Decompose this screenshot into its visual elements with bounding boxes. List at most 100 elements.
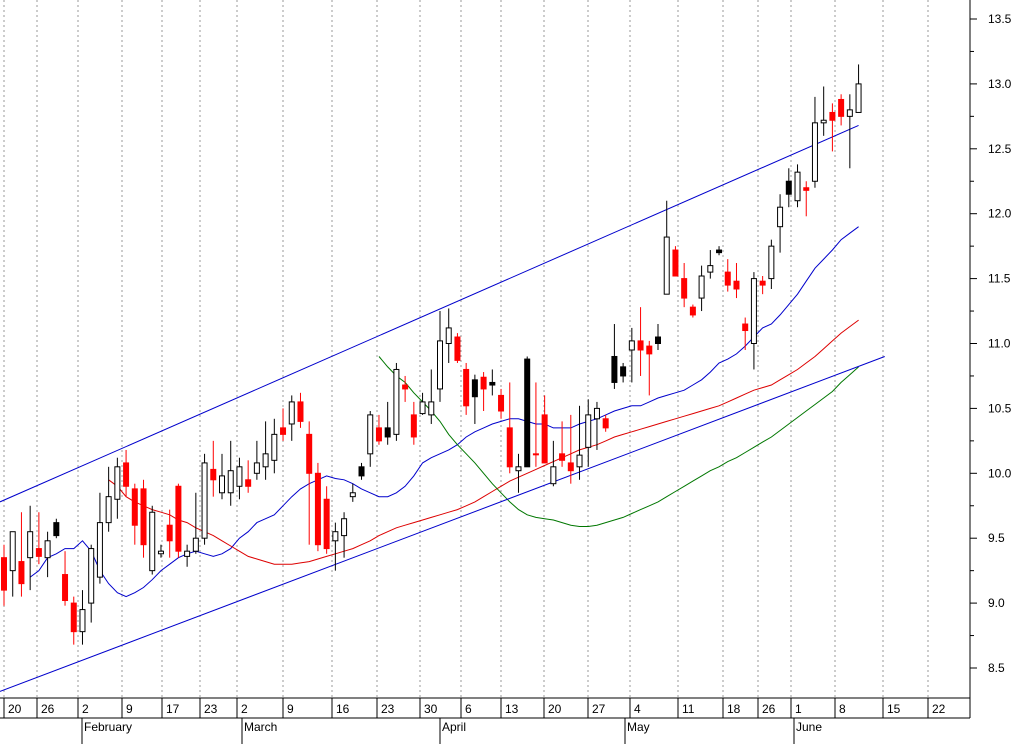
candle-body — [803, 187, 810, 191]
candle — [245, 460, 252, 493]
candle — [480, 372, 487, 411]
y-tick-label: 12.5 — [988, 142, 1012, 156]
candle — [777, 194, 784, 253]
candle — [733, 263, 740, 299]
candle-body — [96, 522, 103, 578]
candle-body — [707, 265, 714, 273]
candle — [663, 200, 670, 295]
candle-body — [358, 466, 365, 477]
candle-body — [437, 340, 443, 390]
candle — [637, 307, 644, 376]
x-tick-label: 20 — [8, 702, 22, 716]
candle-body — [524, 358, 531, 468]
x-tick-label: 4 — [634, 702, 641, 716]
candle-body — [375, 427, 382, 442]
candle-body — [750, 278, 757, 345]
candle — [794, 164, 801, 208]
y-tick-label: 9.0 — [988, 596, 1005, 610]
candle-body — [323, 498, 330, 550]
mid-ma-line — [108, 319, 859, 565]
candle-body — [332, 531, 339, 542]
candle-body — [271, 433, 278, 461]
x-tick-label: 26 — [762, 702, 776, 716]
candle-body — [655, 336, 661, 345]
candle — [750, 272, 757, 370]
candle — [341, 512, 348, 558]
candle-body — [114, 466, 121, 500]
candle-body — [18, 561, 25, 585]
candle — [506, 382, 513, 474]
candle-body — [724, 271, 731, 286]
candle-body — [262, 453, 269, 468]
candle — [655, 324, 661, 350]
candle-body — [35, 548, 42, 557]
x-tick-label: 2 — [82, 702, 89, 716]
x-tick-label: 17 — [166, 702, 180, 716]
candle — [698, 265, 705, 312]
candle-body — [585, 414, 592, 448]
candle — [428, 369, 435, 424]
candle-body — [506, 427, 513, 468]
candle — [454, 333, 461, 363]
candle-body — [820, 119, 827, 124]
candle — [62, 551, 69, 606]
candle — [759, 276, 766, 295]
candle — [367, 410, 374, 467]
candle — [53, 518, 60, 539]
candle-body — [149, 511, 156, 572]
candle — [105, 466, 112, 532]
candle — [846, 94, 853, 169]
candle — [184, 544, 191, 567]
candle-body — [79, 609, 86, 633]
candle — [620, 362, 627, 383]
candle — [157, 544, 164, 558]
candle-body — [166, 524, 173, 542]
candle-body — [567, 462, 574, 472]
candle-body — [593, 407, 600, 420]
candle — [149, 505, 156, 575]
x-tick-label: 23 — [381, 702, 395, 716]
candle — [681, 263, 688, 308]
candle — [463, 362, 470, 415]
candle-body — [410, 414, 417, 438]
channel-lower-line — [0, 356, 885, 692]
candle-body — [759, 280, 766, 286]
candle-body — [550, 466, 557, 485]
candle-body — [157, 550, 164, 555]
y-tick-label: 13.5 — [988, 12, 1012, 26]
candle — [140, 479, 147, 558]
candle-body — [53, 522, 60, 537]
candle — [785, 168, 792, 208]
y-tick-label: 13.0 — [988, 77, 1012, 91]
candle — [628, 327, 635, 383]
x-tick-label: 13 — [505, 702, 519, 716]
channel-upper-line — [0, 124, 859, 503]
candle-body — [541, 414, 548, 464]
month-label: June — [796, 720, 822, 734]
candle-body — [576, 454, 583, 468]
candle — [1, 544, 7, 606]
candle — [602, 414, 609, 432]
candle — [646, 340, 653, 396]
candle — [410, 401, 417, 445]
candle-body — [184, 550, 191, 557]
candle-body — [175, 485, 182, 552]
candle — [9, 531, 16, 597]
long-ma-line — [378, 356, 859, 527]
candle — [672, 246, 679, 277]
candle-body — [672, 249, 679, 277]
candle-body — [620, 366, 627, 377]
candle — [402, 375, 409, 402]
candle-body — [489, 381, 496, 386]
x-tick-label: 23 — [204, 702, 218, 716]
candle-body — [123, 462, 130, 487]
candle-body — [88, 548, 95, 604]
candle-body — [515, 466, 522, 472]
candle-body — [367, 414, 374, 455]
candle-body — [192, 537, 199, 552]
candle-body — [829, 111, 836, 121]
candle — [489, 369, 496, 396]
x-tick-label: 22 — [932, 702, 946, 716]
x-tick-label: 1 — [795, 702, 802, 716]
candle — [175, 483, 182, 558]
